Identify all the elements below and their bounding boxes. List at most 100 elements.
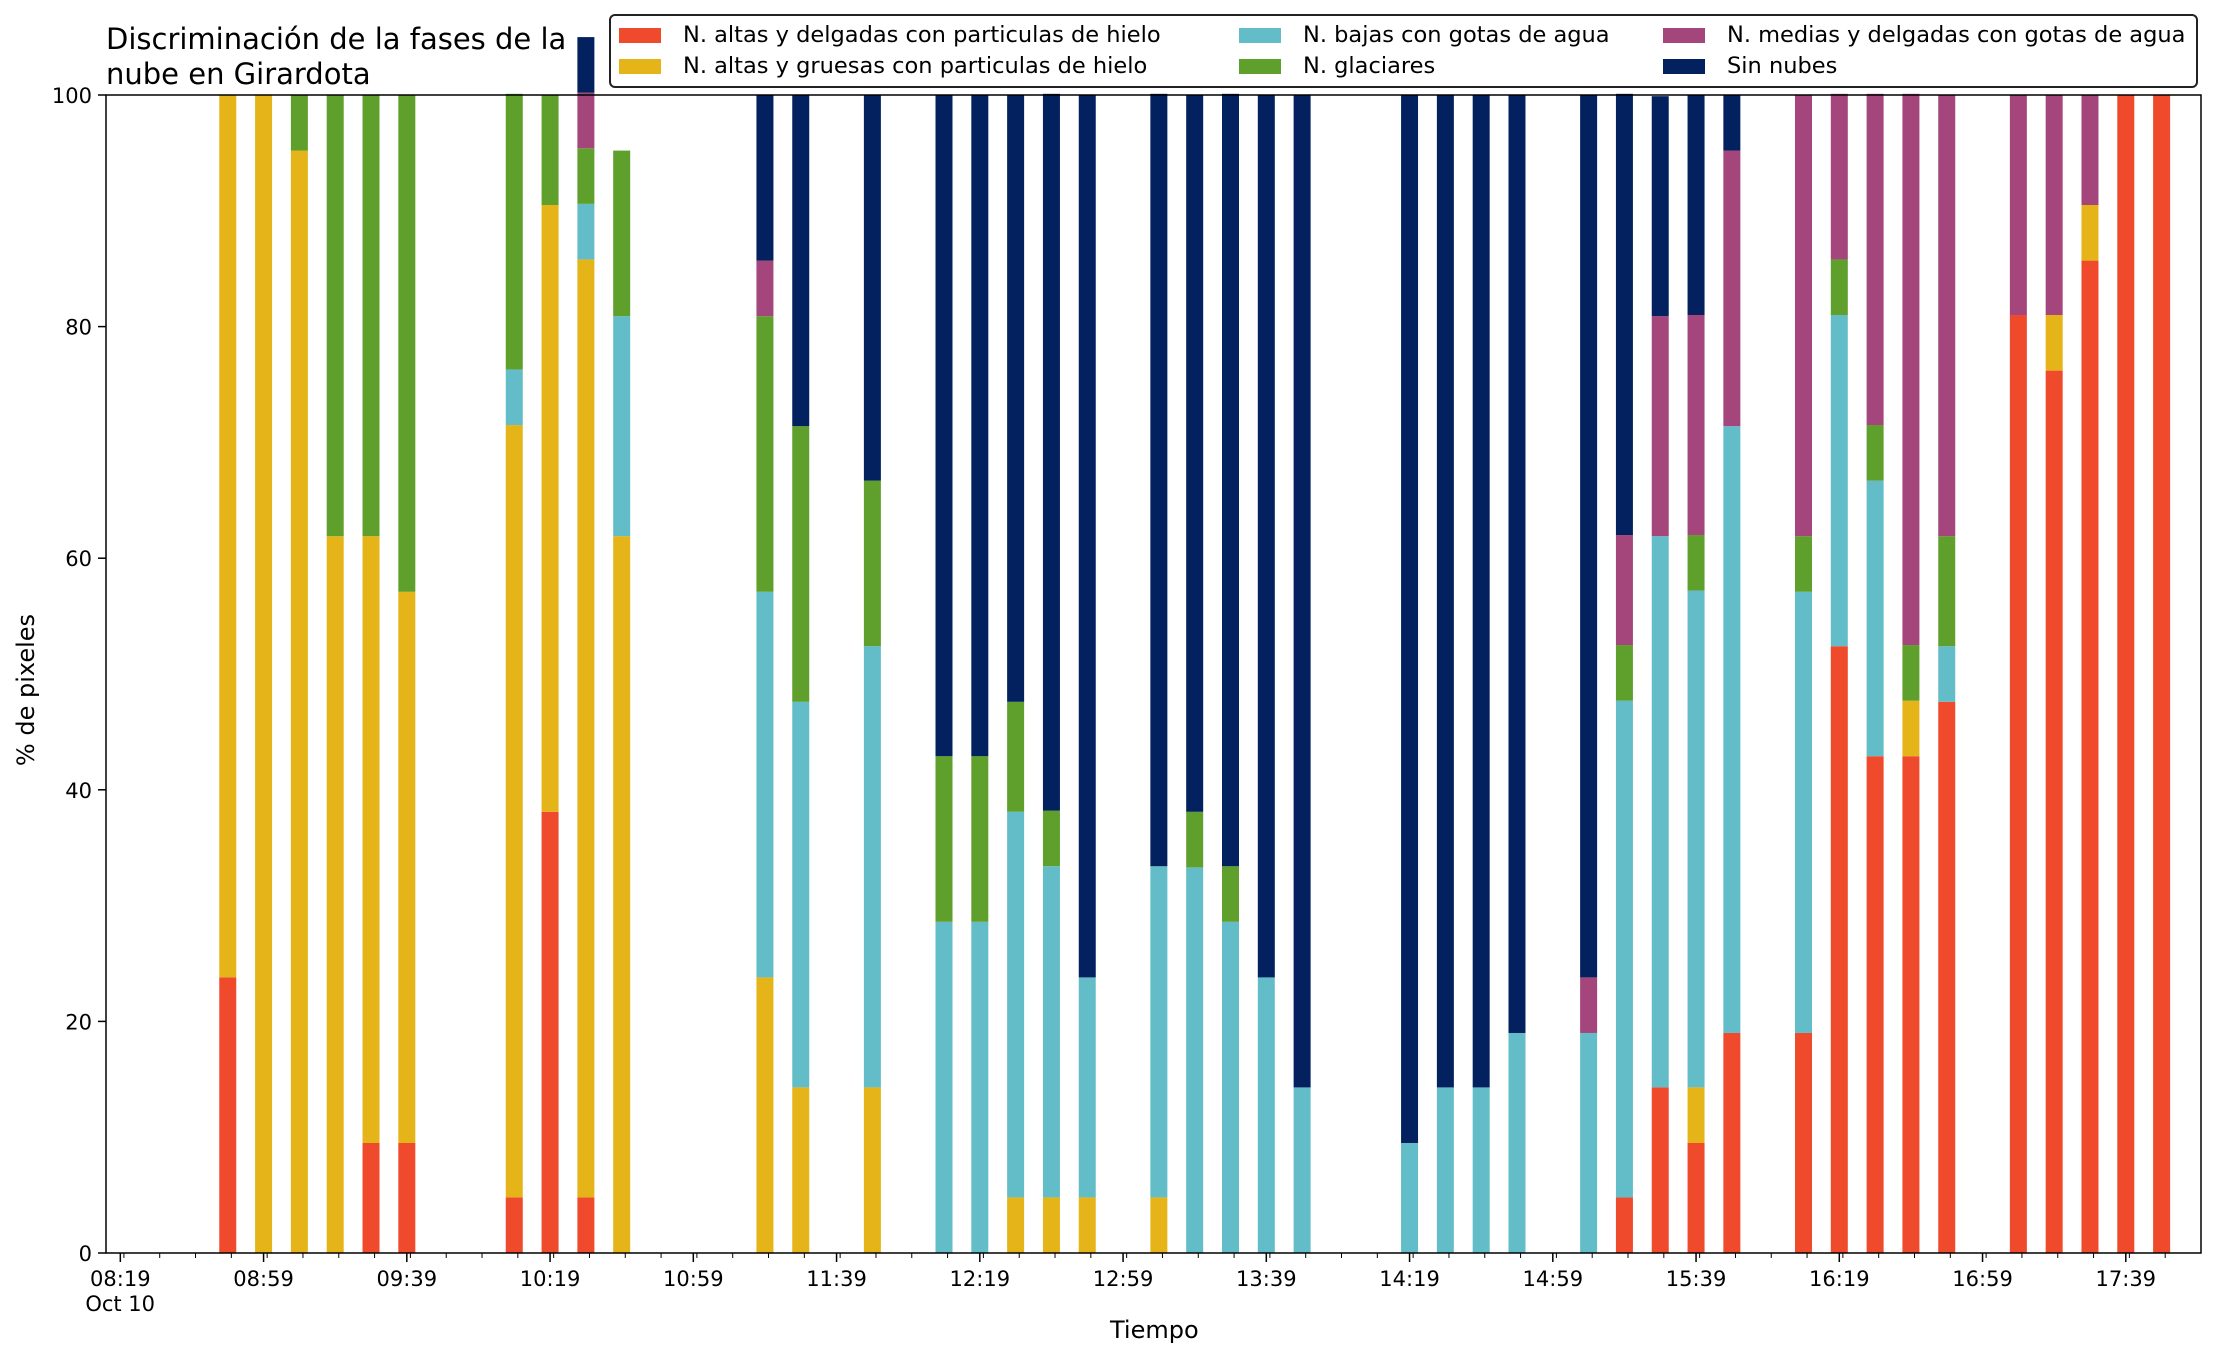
bar-segment	[863, 1087, 881, 1253]
x-tick-label: 13:39	[1236, 1267, 1297, 1291]
bar-segment	[613, 536, 631, 1253]
bar-segment	[1257, 95, 1275, 978]
bar-segment	[1687, 590, 1705, 1088]
bar-segment	[1651, 96, 1669, 317]
bar-segment	[1042, 810, 1060, 867]
bar-segment	[1222, 921, 1239, 1253]
bar-segment	[1436, 1087, 1454, 1253]
bar-segment	[1902, 700, 1920, 757]
bar-segment	[290, 95, 308, 151]
y-tick-label: 40	[65, 779, 92, 803]
bar-segment	[1293, 1087, 1311, 1253]
bar-segment	[505, 425, 523, 1198]
bar-segment	[1580, 977, 1598, 1033]
bar-segment	[1723, 150, 1741, 427]
bar-segment	[756, 95, 774, 261]
y-tick-label: 80	[65, 316, 92, 340]
chart-legend: N. altas y delgadas con particulas de hi…	[609, 14, 2198, 88]
bar-segment	[1687, 1142, 1705, 1253]
bar-segment	[219, 977, 237, 1253]
bar-segment	[577, 37, 595, 93]
plot-frame	[105, 94, 2202, 1254]
bar-segment	[1186, 811, 1204, 868]
legend-label: N. altas y gruesas con particulas de hie…	[683, 53, 1148, 79]
bar-segment	[1580, 95, 1598, 978]
x-tick-label: 16:59	[1952, 1267, 2013, 1291]
bar-segment	[1150, 93, 1168, 867]
legend-swatch	[619, 58, 661, 74]
x-tick-label: 17:39	[2096, 1267, 2157, 1291]
bar-segment	[541, 95, 559, 206]
bar-segment	[362, 95, 380, 537]
bar-segment	[863, 646, 881, 1088]
x-tick-label: 15:39	[1666, 1267, 1727, 1291]
x-tick-label: 14:59	[1523, 1267, 1584, 1291]
bar-segment	[1007, 1197, 1025, 1253]
chart-title-text: Discriminación de la fases de la	[106, 22, 567, 56]
bar-segment	[971, 95, 989, 757]
legend-swatch	[1239, 27, 1281, 43]
x-tick-label: 10:19	[520, 1267, 581, 1291]
bar-segment	[2045, 370, 2063, 1254]
bar-segment	[1866, 425, 1884, 481]
bar-segment	[2045, 315, 2063, 371]
bar-segment	[756, 260, 774, 317]
bar-segment	[1938, 646, 1956, 702]
bar-segment	[541, 811, 559, 1253]
bar-segment	[1078, 95, 1096, 978]
bar-segment	[1723, 95, 1741, 151]
bar-segment	[1078, 1197, 1096, 1253]
bar-segment	[1651, 316, 1669, 537]
bar-segment	[1938, 95, 1956, 537]
x-tick-label: 08:19	[90, 1267, 151, 1291]
bar-segment	[792, 1087, 810, 1253]
bar-segment	[1078, 977, 1096, 1198]
bar-segment	[1150, 866, 1168, 1198]
bar-segment	[1615, 700, 1633, 1198]
bar-segment	[577, 203, 595, 260]
bar-segment	[1580, 1032, 1598, 1253]
bar-segment	[792, 701, 810, 1088]
legend-item: N. medias y delgadas con gotas de agua	[1663, 22, 2185, 48]
bar-segment	[1830, 646, 1848, 1253]
bar-segment	[1042, 1197, 1060, 1253]
x-tick-label: 14:19	[1379, 1267, 1440, 1291]
legend-swatch	[1239, 58, 1281, 74]
bar-segment	[1401, 1142, 1419, 1253]
bar-segment	[1866, 93, 1884, 426]
legend-label: Sin nubes	[1727, 53, 1838, 79]
x-tick-label: 12:59	[1093, 1267, 1154, 1291]
bar-segment	[1723, 1032, 1741, 1253]
bar-segment	[1723, 426, 1741, 1033]
bar-segment	[505, 369, 523, 426]
bar-segment	[1938, 701, 1956, 1253]
bar-segment	[1794, 1032, 1812, 1253]
y-tick-label: 60	[65, 547, 92, 571]
legend-label: N. glaciares	[1303, 53, 1436, 79]
bar-segment	[2081, 260, 2099, 1254]
bar-segment	[756, 591, 774, 978]
bar-segment	[1472, 95, 1490, 1088]
bar-segment	[1902, 756, 1920, 1253]
bar-segment	[255, 95, 273, 1253]
x-tick-label: 16:19	[1809, 1267, 1870, 1291]
bar-segment	[1830, 259, 1848, 316]
bar-segment	[935, 95, 953, 757]
bar-segment	[2117, 95, 2135, 1253]
bar-segment	[1436, 95, 1454, 1088]
bar-segment	[2009, 315, 2027, 1253]
bar-segment	[1794, 591, 1812, 1033]
bar-segment	[1687, 535, 1705, 591]
bar-segment	[1902, 645, 1920, 701]
bar-segment	[326, 536, 344, 1253]
bar-segment	[577, 92, 595, 149]
bar-segment	[1830, 315, 1848, 647]
bar-segment	[1687, 315, 1705, 536]
bar-segment	[1794, 536, 1812, 592]
bar-segment	[541, 205, 559, 812]
bar-segment	[1830, 93, 1848, 260]
legend-label: N. medias y delgadas con gotas de agua	[1727, 22, 2186, 48]
chart-title: Discriminación de la fases de la nube en …	[106, 22, 566, 92]
bar-segment	[935, 921, 953, 1253]
